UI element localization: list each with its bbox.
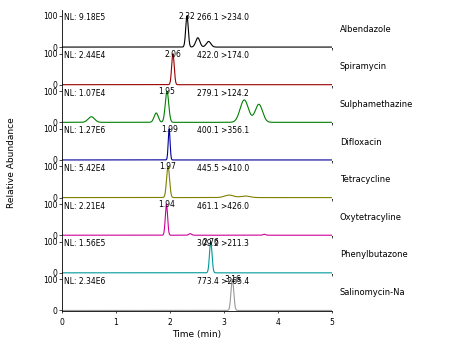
Text: 400.1 >356.1: 400.1 >356.1 — [197, 126, 249, 135]
Text: 1.95: 1.95 — [158, 87, 175, 96]
Text: 422.0 >174.0: 422.0 >174.0 — [197, 51, 249, 60]
Text: NL: 1.56E5: NL: 1.56E5 — [64, 239, 106, 248]
Text: NL: 5.42E4: NL: 5.42E4 — [64, 164, 106, 173]
Text: Albendazole: Albendazole — [340, 25, 392, 34]
Text: NL: 2.44E4: NL: 2.44E4 — [64, 51, 106, 60]
Text: NL: 2.21E4: NL: 2.21E4 — [64, 201, 105, 210]
Text: 461.1 >426.0: 461.1 >426.0 — [197, 201, 249, 210]
Text: 2.06: 2.06 — [164, 49, 182, 58]
Text: Relative Abundance: Relative Abundance — [8, 117, 16, 208]
Text: NL: 2.34E6: NL: 2.34E6 — [64, 277, 106, 286]
Text: Salinomycin-Na: Salinomycin-Na — [340, 288, 406, 297]
Text: 1.97: 1.97 — [160, 162, 176, 171]
Text: 1.99: 1.99 — [161, 125, 178, 134]
Text: 266.1 >234.0: 266.1 >234.0 — [197, 13, 249, 22]
Text: 1.94: 1.94 — [158, 200, 175, 209]
Text: Oxytetracyline: Oxytetracyline — [340, 213, 402, 222]
Text: NL: 1.27E6: NL: 1.27E6 — [64, 126, 106, 135]
X-axis label: Time (min): Time (min) — [172, 330, 221, 339]
Text: Spiramycin: Spiramycin — [340, 62, 387, 71]
Text: 773.4 >265.4: 773.4 >265.4 — [197, 277, 249, 286]
Text: NL: 9.18E5: NL: 9.18E5 — [64, 13, 106, 22]
Text: Tetracycline: Tetracycline — [340, 175, 390, 184]
Text: 445.5 >410.0: 445.5 >410.0 — [197, 164, 249, 173]
Text: Sulphamethazine: Sulphamethazine — [340, 100, 413, 109]
Text: 279.1 >124.2: 279.1 >124.2 — [197, 89, 248, 98]
Text: 2.32: 2.32 — [179, 12, 195, 21]
Text: NL: 1.07E4: NL: 1.07E4 — [64, 89, 106, 98]
Text: 3.16: 3.16 — [224, 275, 241, 284]
Text: Difloxacin: Difloxacin — [340, 138, 382, 147]
Text: Phenylbutazone: Phenylbutazone — [340, 251, 408, 260]
Text: 2.76: 2.76 — [202, 238, 219, 247]
Text: 309.2 >211.3: 309.2 >211.3 — [197, 239, 248, 248]
